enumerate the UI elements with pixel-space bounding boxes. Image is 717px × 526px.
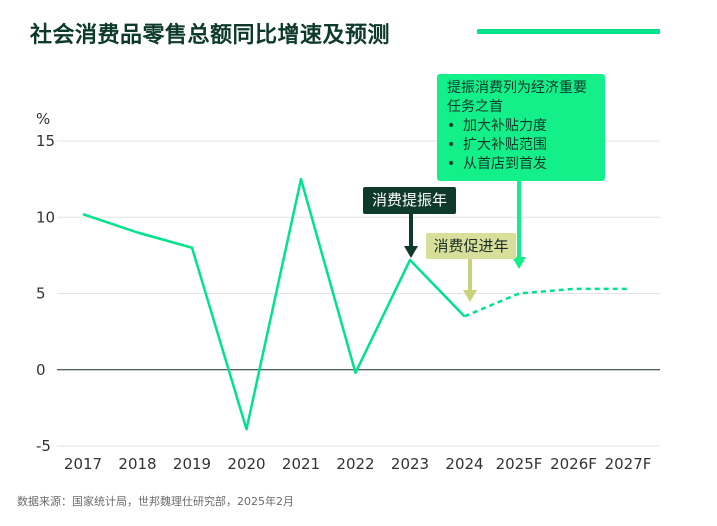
y-tick-label-2: 5 bbox=[36, 285, 46, 303]
arrow-2024-head bbox=[463, 290, 477, 302]
x-tick-label-5: 2022 bbox=[336, 455, 374, 473]
x-tick-label-8: 2025F bbox=[496, 455, 543, 473]
y-tick-label-0: 15 bbox=[36, 132, 55, 150]
policy-bullet-subsidy-intensity: 加大补贴力度 bbox=[447, 117, 597, 136]
y-tick-label-4: -5 bbox=[36, 437, 51, 455]
y-axis-unit-label: % bbox=[36, 110, 50, 128]
x-tick-label-7: 2024 bbox=[445, 455, 483, 473]
policy-callout: 提振消费列为经济重要任务之首 加大补贴力度 扩大补贴范围 从首店到首发 bbox=[437, 74, 605, 181]
x-tick-label-10: 2027F bbox=[605, 455, 652, 473]
arrow-2023-head bbox=[404, 246, 418, 258]
policy-callout-heading: 提振消费列为经济重要任务之首 bbox=[447, 80, 587, 115]
policy-bullet-subsidy-scope: 扩大补贴范围 bbox=[447, 136, 597, 155]
axes: 15 10 5 0 -5 2017 2018 2019 2020 2021 2022 2023 2024… bbox=[36, 132, 660, 473]
x-tick-label-6: 2023 bbox=[391, 455, 429, 473]
series-lines bbox=[82, 177, 628, 431]
y-tick-label-3: 0 bbox=[36, 361, 46, 379]
x-tick-label-0: 2017 bbox=[64, 455, 102, 473]
series-line-actual bbox=[82, 177, 466, 431]
annotation-2023-label: 消费提振年 bbox=[363, 187, 456, 214]
x-tick-label-4: 2021 bbox=[282, 455, 320, 473]
series-line-forecast bbox=[464, 287, 628, 318]
x-tick-label-3: 2020 bbox=[227, 455, 265, 473]
arrow-2025-head bbox=[512, 257, 526, 269]
gridlines bbox=[57, 140, 660, 447]
data-source-note: 数据来源：国家统计局，世邦魏理仕研究部，2025年2月 bbox=[17, 495, 294, 508]
x-tick-label-2: 2019 bbox=[173, 455, 211, 473]
annotation-2024-label: 消费促进年 bbox=[426, 233, 516, 259]
y-tick-label-1: 10 bbox=[36, 208, 55, 226]
chart-title: 社会消费品零售总额同比增速及预测 bbox=[30, 23, 391, 48]
x-tick-label-1: 2018 bbox=[118, 455, 156, 473]
x-tick-label-9: 2026F bbox=[550, 455, 597, 473]
title-accent-bar bbox=[477, 29, 660, 34]
policy-callout-list: 加大补贴力度 扩大补贴范围 从首店到首发 bbox=[447, 117, 597, 174]
policy-bullet-first-launch: 从首店到首发 bbox=[447, 155, 597, 174]
annotation-arrows bbox=[404, 181, 526, 302]
